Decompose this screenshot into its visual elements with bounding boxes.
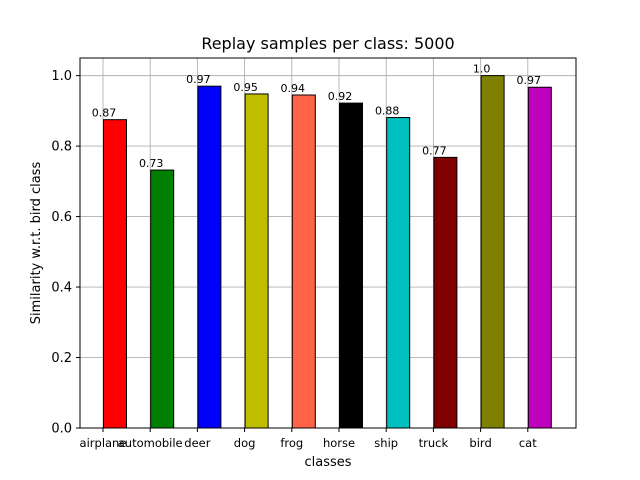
- plot-frame: [79, 57, 577, 429]
- y-tick-label: 0.0: [51, 422, 72, 437]
- x-tick-label-airplane: airplane: [80, 436, 127, 450]
- x-tick-label-truck: truck: [419, 436, 449, 450]
- chart-title: Replay samples per class: 5000: [201, 34, 454, 53]
- y-axis-label: Similarity w.r.t. bird class: [29, 162, 44, 325]
- y-tick-label: 1.0: [51, 69, 72, 84]
- bar-truck: [433, 156, 458, 429]
- x-tick-label-frog: frog: [280, 436, 303, 450]
- data-label-automobile: 0.73: [139, 157, 164, 170]
- data-label-truck: 0.77: [422, 144, 447, 157]
- bar-airplane: [103, 119, 127, 429]
- bar-ship: [386, 117, 411, 429]
- x-tick-label-horse: horse: [323, 436, 355, 450]
- data-labels: 0.87 0.73 0.97 0.95 0.94 0.92 0.88 0.77 1.0 0.97: [92, 63, 541, 170]
- data-label-deer: 0.97: [186, 73, 211, 86]
- bar-automobile: [150, 169, 175, 429]
- data-label-dog: 0.95: [233, 81, 258, 94]
- x-tick-label-ship: ship: [374, 436, 398, 450]
- x-axis-label: classes: [304, 455, 351, 470]
- bars: [103, 75, 552, 429]
- data-label-ship: 0.88: [375, 105, 400, 118]
- x-tick-label-dog: dog: [234, 436, 256, 450]
- y-tick-label: 0.4: [51, 281, 72, 296]
- bar-horse: [339, 102, 363, 429]
- bar-cat: [527, 86, 552, 429]
- data-label-horse: 0.92: [328, 90, 353, 103]
- x-tick-label-cat: cat: [519, 436, 537, 450]
- data-label-airplane: 0.87: [92, 107, 117, 120]
- bar-frog: [291, 94, 316, 429]
- data-label-bird: 1.0: [473, 63, 491, 76]
- x-tick-label-bird: bird: [469, 436, 491, 450]
- data-label-frog: 0.94: [281, 82, 306, 95]
- x-tick-label-deer: deer: [184, 436, 210, 450]
- x-tick-label-automobile: automobile: [118, 436, 183, 450]
- y-tick-label: 0.2: [51, 351, 72, 366]
- y-tick-label: 0.8: [51, 140, 72, 155]
- bar-dog: [244, 93, 269, 429]
- bar-deer: [197, 85, 222, 429]
- data-label-cat: 0.97: [517, 74, 542, 87]
- y-tick-label: 0.6: [51, 210, 72, 225]
- bar-bird: [480, 75, 505, 429]
